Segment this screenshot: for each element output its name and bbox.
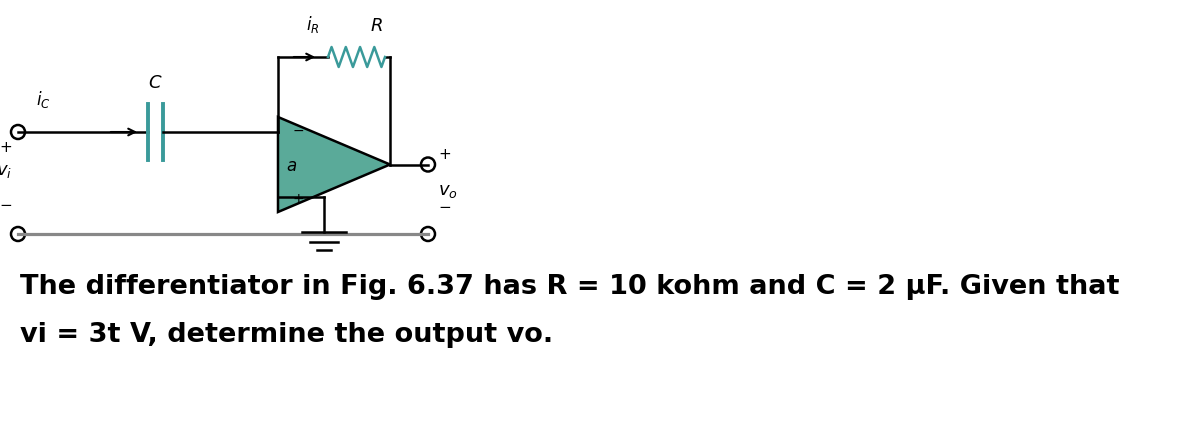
- Text: $+$: $+$: [292, 192, 304, 206]
- Text: $-$: $-$: [0, 197, 12, 211]
- Polygon shape: [278, 117, 390, 212]
- Text: The differentiator in Fig. 6.37 has R = 10 kohm and C = 2 μF. Given that: The differentiator in Fig. 6.37 has R = …: [20, 274, 1120, 300]
- Text: +: +: [0, 140, 12, 155]
- Text: +: +: [438, 147, 451, 162]
- Text: $i_C$: $i_C$: [36, 89, 50, 110]
- Text: vi = 3t V, determine the output vo.: vi = 3t V, determine the output vo.: [20, 322, 553, 348]
- Text: $R$: $R$: [370, 17, 383, 35]
- Text: $C$: $C$: [149, 74, 163, 92]
- Text: $i_R$: $i_R$: [306, 14, 319, 35]
- Text: $v_o$: $v_o$: [438, 182, 457, 200]
- Text: $-$: $-$: [438, 198, 451, 214]
- Text: $a$: $a$: [286, 157, 298, 175]
- Text: $v_i$: $v_i$: [0, 162, 12, 180]
- Text: $-$: $-$: [292, 123, 304, 137]
